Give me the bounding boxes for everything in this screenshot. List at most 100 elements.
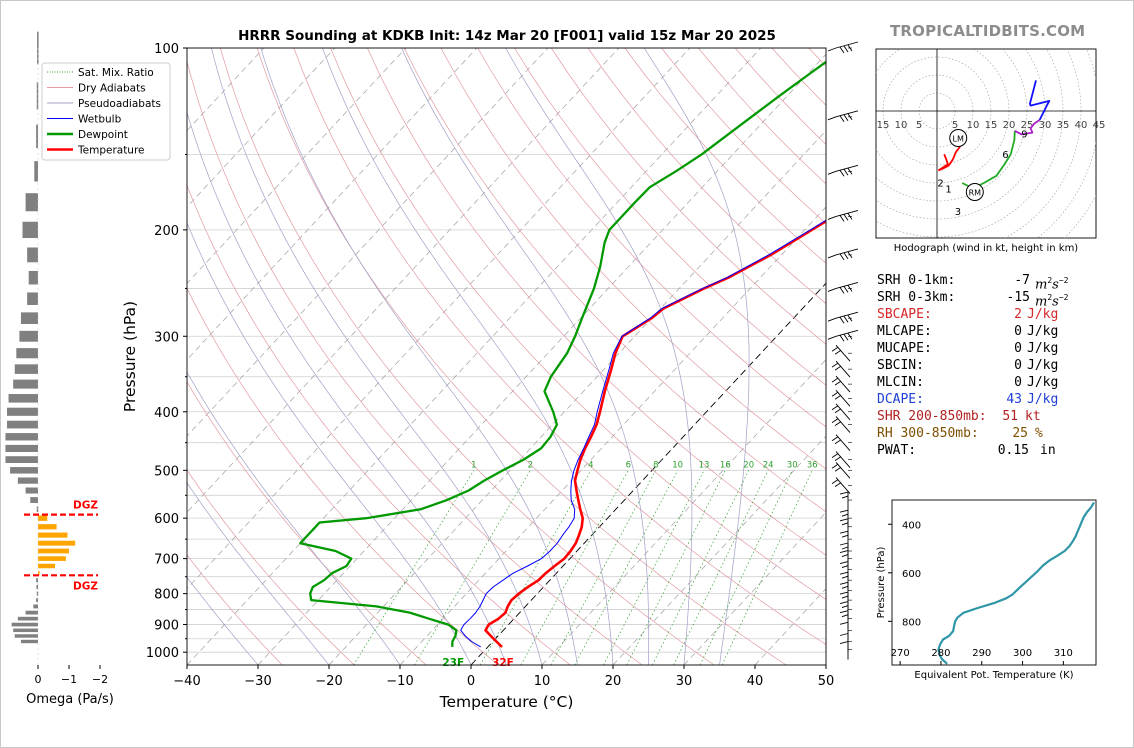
- legend-label: Wetbulb: [78, 114, 122, 126]
- parameter-label: MLCAPE:: [877, 324, 932, 339]
- parameter-label: MLCIN:: [877, 375, 924, 390]
- omega-bar: [7, 420, 38, 429]
- mixing-ratio-line: [673, 470, 769, 665]
- dry-adiabat: [187, 381, 427, 665]
- omega-bar: [38, 570, 40, 576]
- hodograph-ring-label: 35: [1057, 120, 1070, 131]
- barb-flag: [834, 394, 842, 400]
- x-tick-label: 40: [747, 674, 764, 689]
- omega-bar: [38, 540, 76, 546]
- omega-bar: [17, 616, 38, 621]
- isotherm-line: [187, 48, 336, 208]
- omega-bar: [17, 477, 38, 484]
- parameter-value: 0: [1014, 358, 1022, 373]
- isotherm-line: [612, 435, 826, 665]
- barb-flag: [841, 554, 849, 558]
- x-tick-label: 10: [534, 674, 551, 689]
- y-tick-label: 700: [154, 553, 179, 568]
- barb-flag: [839, 170, 845, 177]
- barb-flag: [839, 591, 849, 595]
- mixing-ratio-line: [699, 470, 793, 665]
- barb-flag: [843, 252, 849, 260]
- omega-tick-label: 0: [35, 673, 42, 686]
- hodograph-height-label: 9: [1021, 129, 1027, 140]
- barb-shaft: [835, 416, 851, 433]
- barb-flag: [839, 491, 849, 495]
- dry-adiabat: [187, 184, 571, 665]
- mixing-ratio-label: 24: [763, 460, 774, 470]
- sounding-parameters: SRH 0-1km: -7 m2s−2 SRH 0-3km: -15 m2s−2 SBCAP…: [877, 272, 1107, 459]
- mixing-ratio-line: [574, 470, 678, 665]
- parameter-row: MUCAPE: 0 J/kg: [877, 340, 1107, 357]
- parameter-row: SRH 0-3km: -15 m2s−2: [877, 289, 1107, 309]
- omega-bar: [38, 563, 56, 569]
- barb-shaft: [827, 170, 837, 175]
- wind-barb: [831, 344, 851, 362]
- theta-e-panel: 270 280 290 300 310 400 600 800 Equivalent Pot. …: [876, 499, 1097, 681]
- rm-marker: [965, 183, 984, 201]
- hodograph-title: Hodograph (wind in kt, height in km): [894, 243, 1079, 254]
- barb-flag: [839, 115, 845, 123]
- wind-barb: [831, 451, 851, 468]
- barb-flag: [839, 287, 845, 294]
- omega-bar: [36, 584, 38, 590]
- omega-bar: [13, 379, 38, 389]
- barb-shaft: [835, 329, 859, 337]
- parameter-unit: m2s−2: [1035, 293, 1069, 310]
- barb-flag: [843, 45, 849, 53]
- pseudoadiabat: [643, 48, 750, 665]
- barb-flag: [831, 405, 839, 411]
- hodograph-height-label: 6: [1002, 150, 1008, 161]
- omega-bar: [28, 270, 38, 285]
- hodograph-height-label: 1: [945, 184, 951, 195]
- parameter-label: SRH 0-1km:: [877, 273, 956, 288]
- barb-flag: [839, 571, 849, 575]
- parameter-value: 0: [1014, 375, 1022, 390]
- omega-bar: [38, 556, 66, 561]
- wind-barb: [839, 530, 849, 550]
- barb-flag: [843, 315, 849, 323]
- parameter-unit: kt: [1025, 409, 1041, 424]
- parameter-value: -15: [1006, 290, 1030, 305]
- barb-flag: [843, 214, 849, 221]
- parameter-value: 43: [1006, 392, 1022, 407]
- dgz-label: DGZ: [73, 580, 98, 592]
- theta-e-x-label: Equivalent Pot. Temperature (K): [914, 670, 1073, 681]
- barb-flag: [839, 641, 849, 645]
- parameter-unit: J/kg: [1027, 392, 1059, 407]
- surface-dewpoint-label: 23F: [442, 657, 464, 669]
- mixing-ratio-line: [603, 470, 705, 665]
- barb-flag: [841, 495, 849, 499]
- omega-bar: [25, 193, 38, 212]
- pseudoadiabat: [187, 371, 401, 665]
- barb-flag: [843, 286, 849, 293]
- dry-adiabat: [330, 48, 826, 600]
- omega-tick-label: −1: [61, 673, 77, 686]
- dry-adiabat: [187, 554, 283, 665]
- wetbulb-trace: [460, 219, 826, 648]
- barb-flag: [839, 550, 849, 554]
- barb-flag: [839, 621, 849, 625]
- wind-barb: [827, 164, 859, 177]
- dry-adiabat: [187, 60, 643, 665]
- barb-shaft: [835, 434, 851, 451]
- isotherm-line: [328, 130, 826, 665]
- mixing-ratio-label: 8: [653, 460, 658, 470]
- barb-flag: [839, 253, 845, 261]
- omega-bar: [22, 221, 38, 239]
- omega-bar: [7, 407, 38, 416]
- y-tick-label: 300: [154, 330, 179, 345]
- hodograph-ring-label: 10: [967, 120, 980, 131]
- barb-flag: [841, 575, 849, 579]
- legend-label: Pseudoadiabats: [78, 98, 161, 110]
- y-tick-label: 500: [154, 464, 179, 479]
- omega-bar: [36, 578, 38, 583]
- theta-e-x-tick-label: 300: [1013, 648, 1032, 659]
- mixing-ratio-label: 20: [743, 460, 754, 470]
- barb-flag: [841, 614, 849, 618]
- theta-e-trace: [937, 501, 1095, 665]
- x-tick-label: 30: [676, 674, 693, 689]
- parameter-row: PWAT: 0.15 in: [877, 442, 1107, 459]
- hodograph-ring-label: 15: [877, 120, 890, 131]
